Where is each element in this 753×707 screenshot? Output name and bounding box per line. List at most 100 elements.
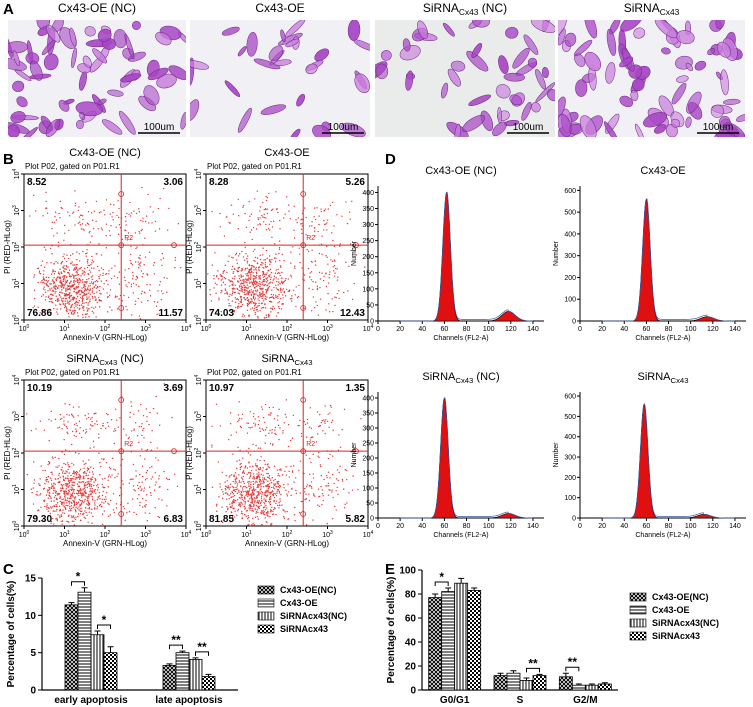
- event-dot: [139, 455, 142, 457]
- event-dot: [78, 283, 80, 285]
- event-dot: [108, 270, 110, 272]
- event-dot: [279, 259, 281, 262]
- event-dot: [66, 520, 68, 523]
- event-dot: [154, 507, 156, 509]
- event-dot: [63, 423, 65, 425]
- event-dot: [99, 274, 101, 276]
- event-dot: [254, 321, 255, 322]
- event-dot: [78, 470, 81, 472]
- event-dot: [265, 195, 267, 198]
- event-dot: [327, 292, 329, 295]
- event-dot: [82, 306, 84, 309]
- event-dot: [220, 310, 222, 313]
- event-dot: [140, 261, 142, 263]
- event-dot: [58, 299, 60, 302]
- tick-base: 10: [196, 171, 203, 179]
- event-dot: [91, 310, 94, 313]
- event-dot: [52, 527, 53, 528]
- micrograph: [375, 20, 555, 137]
- bar: [571, 684, 586, 691]
- event-dot: [66, 310, 68, 313]
- event-dot: [261, 491, 264, 494]
- event-dot: [140, 270, 143, 272]
- event-dot: [126, 285, 128, 288]
- event-dot: [59, 497, 61, 499]
- event-dot: [66, 287, 68, 289]
- event-dot: [265, 249, 268, 252]
- event-dot: [237, 198, 239, 201]
- event-dot: [148, 423, 150, 426]
- event-dot: [98, 306, 101, 308]
- event-dot: [272, 513, 275, 515]
- event-dot: [66, 271, 69, 274]
- event-dot: [81, 500, 84, 503]
- event-dot: [245, 491, 248, 493]
- cell: [224, 80, 241, 98]
- event-dot: [142, 429, 144, 432]
- event-dot: [253, 294, 255, 296]
- event-dot: [270, 293, 273, 296]
- event-dot: [69, 488, 71, 491]
- event-dot: [86, 280, 88, 283]
- event-dot: [211, 264, 213, 266]
- event-dot: [240, 491, 243, 494]
- event-dot: [252, 486, 255, 488]
- event-dot: [79, 223, 82, 226]
- event-dot: [318, 425, 320, 428]
- event-dot: [317, 314, 320, 316]
- event-dot: [47, 280, 50, 282]
- event-dot: [79, 481, 81, 483]
- cell: [685, 116, 692, 128]
- event-dot: [104, 496, 107, 498]
- event-dot: [298, 424, 300, 427]
- event-dot: [239, 493, 241, 495]
- event-dot: [343, 488, 345, 490]
- event-dot: [55, 279, 58, 282]
- event-dot: [263, 510, 265, 513]
- event-dot: [240, 301, 243, 303]
- y-tick-label: 400: [564, 434, 576, 441]
- event-dot: [333, 259, 336, 261]
- event-dot: [90, 477, 92, 479]
- event-dot: [58, 457, 60, 460]
- event-dot: [90, 466, 92, 468]
- event-dot: [232, 495, 234, 498]
- event-dot: [35, 428, 37, 430]
- cell: [686, 91, 702, 114]
- event-dot: [79, 491, 82, 493]
- event-dot: [91, 476, 94, 478]
- event-dot: [262, 247, 264, 249]
- event-dot: [163, 470, 165, 473]
- y-tick-label: 50: [366, 501, 374, 508]
- event-dot: [85, 255, 88, 257]
- event-dot: [264, 442, 266, 444]
- event-dot: [126, 309, 128, 311]
- event-dot: [247, 452, 250, 454]
- event-dot: [231, 292, 234, 295]
- tick-exponent: 3: [194, 205, 200, 208]
- event-dot: [316, 207, 318, 209]
- event-dot: [349, 243, 352, 245]
- event-dot: [247, 527, 248, 528]
- event-dot: [81, 214, 84, 217]
- histogram-peak: [680, 316, 734, 322]
- event-dot: [87, 259, 89, 261]
- legend-label: SiRNAcx43(NC): [652, 618, 719, 628]
- event-dot: [339, 243, 341, 245]
- cell: [736, 113, 745, 122]
- fit-curve: [400, 397, 533, 519]
- event-dot: [260, 510, 263, 512]
- event-dot: [51, 297, 53, 300]
- quadrant-value: 1.35: [346, 383, 366, 394]
- event-dot: [309, 407, 311, 409]
- event-dot: [320, 465, 322, 468]
- event-dot: [64, 497, 66, 499]
- event-dot: [99, 300, 101, 302]
- event-dot: [272, 510, 274, 513]
- event-dot: [253, 299, 256, 301]
- event-dot: [246, 509, 249, 512]
- event-dot: [288, 289, 291, 291]
- event-dot: [128, 213, 130, 215]
- event-dot: [276, 482, 279, 484]
- event-dot: [98, 270, 100, 272]
